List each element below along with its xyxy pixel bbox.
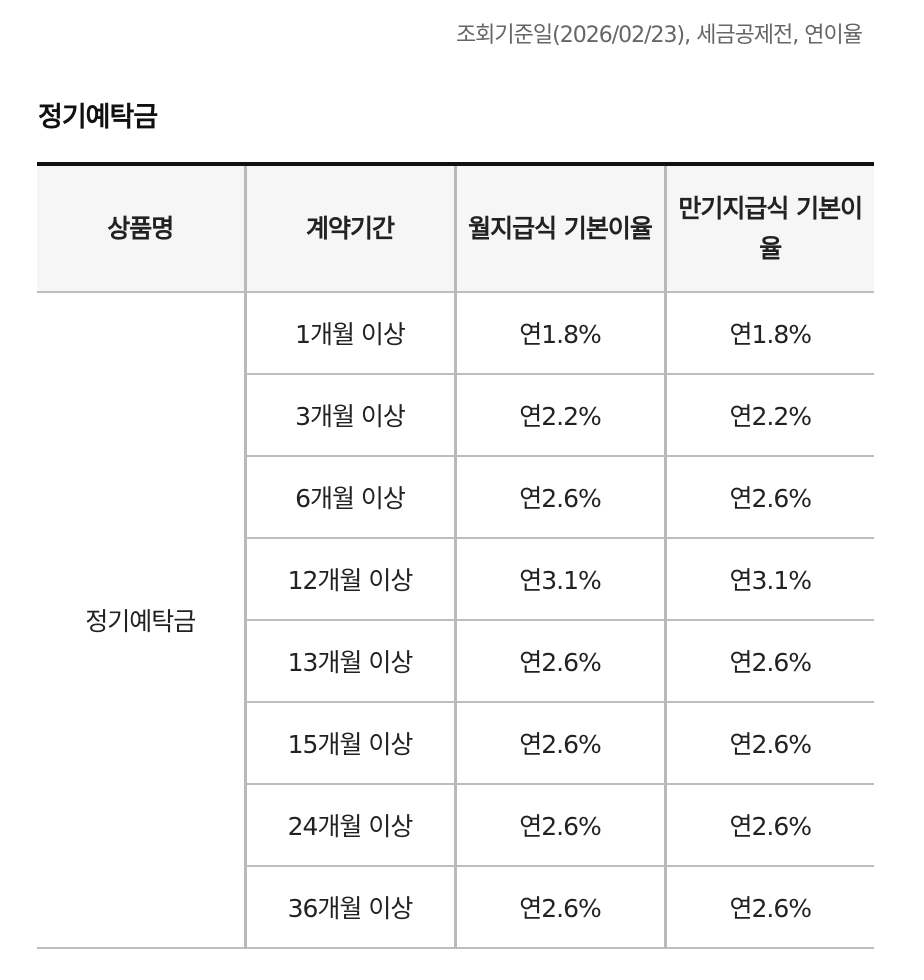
monthly-rate-cell: 연2.6% bbox=[453, 702, 665, 785]
period-cell: 3개월 이상 bbox=[243, 374, 455, 457]
period-cell: 13개월 이상 bbox=[243, 620, 455, 703]
maturity-rate-cell: 연2.6% bbox=[663, 456, 874, 539]
table-row: 15개월 이상 연2.6% 연2.6% bbox=[37, 702, 874, 785]
period-cell: 24개월 이상 bbox=[243, 784, 455, 867]
table-header-row: 상품명 계약기간 월지급식 기본이율 만기지급식 기본이율 bbox=[37, 164, 874, 293]
maturity-rate-cell: 연2.6% bbox=[663, 784, 874, 867]
maturity-rate-cell: 연3.1% bbox=[663, 538, 874, 621]
maturity-rate-cell: 연1.8% bbox=[663, 292, 874, 375]
maturity-rate-cell: 연2.6% bbox=[663, 702, 874, 785]
table-row: 6개월 이상 연2.6% 연2.6% bbox=[37, 456, 874, 539]
rate-basis-notice: 조회기준일(2026/02/23), 세금공제전, 연이율 bbox=[455, 23, 863, 48]
monthly-rate-cell: 연2.2% bbox=[453, 374, 665, 457]
interest-rate-table: 상품명 계약기간 월지급식 기본이율 만기지급식 기본이율 정기예탁금 1개월 … bbox=[37, 162, 874, 949]
header-maturity-rate: 만기지급식 기본이율 bbox=[663, 164, 874, 293]
period-cell: 15개월 이상 bbox=[243, 702, 455, 785]
table-row: 24개월 이상 연2.6% 연2.6% bbox=[37, 784, 874, 867]
header-monthly-rate: 월지급식 기본이율 bbox=[453, 164, 665, 293]
table-row: 13개월 이상 연2.6% 연2.6% bbox=[37, 620, 874, 703]
maturity-rate-cell: 연2.6% bbox=[663, 620, 874, 703]
period-cell: 1개월 이상 bbox=[243, 292, 455, 375]
period-cell: 6개월 이상 bbox=[243, 456, 455, 539]
monthly-rate-cell: 연2.6% bbox=[453, 456, 665, 539]
header-contract-period: 계약기간 bbox=[243, 164, 455, 293]
period-cell: 12개월 이상 bbox=[243, 538, 455, 621]
product-name-cell: 정기예탁금 bbox=[37, 292, 245, 949]
maturity-rate-cell: 연2.2% bbox=[663, 374, 874, 457]
maturity-rate-cell: 연2.6% bbox=[663, 866, 874, 949]
monthly-rate-cell: 연2.6% bbox=[453, 784, 665, 867]
table-row: 정기예탁금 1개월 이상 연1.8% 연1.8% bbox=[37, 292, 874, 949]
monthly-rate-cell: 연3.1% bbox=[453, 538, 665, 621]
monthly-rate-cell: 연2.6% bbox=[453, 620, 665, 703]
period-cell: 36개월 이상 bbox=[243, 866, 455, 949]
header-product-name: 상품명 bbox=[37, 164, 245, 293]
monthly-rate-cell: 연2.6% bbox=[453, 866, 665, 949]
monthly-rate-cell: 연1.8% bbox=[453, 292, 665, 375]
table-row: 12개월 이상 연3.1% 연3.1% bbox=[37, 538, 874, 621]
table-row: 36개월 이상 연2.6% 연2.6% bbox=[37, 866, 874, 949]
section-title: 정기예탁금 bbox=[38, 102, 158, 133]
table-row: 3개월 이상 연2.2% 연2.2% bbox=[37, 374, 874, 457]
